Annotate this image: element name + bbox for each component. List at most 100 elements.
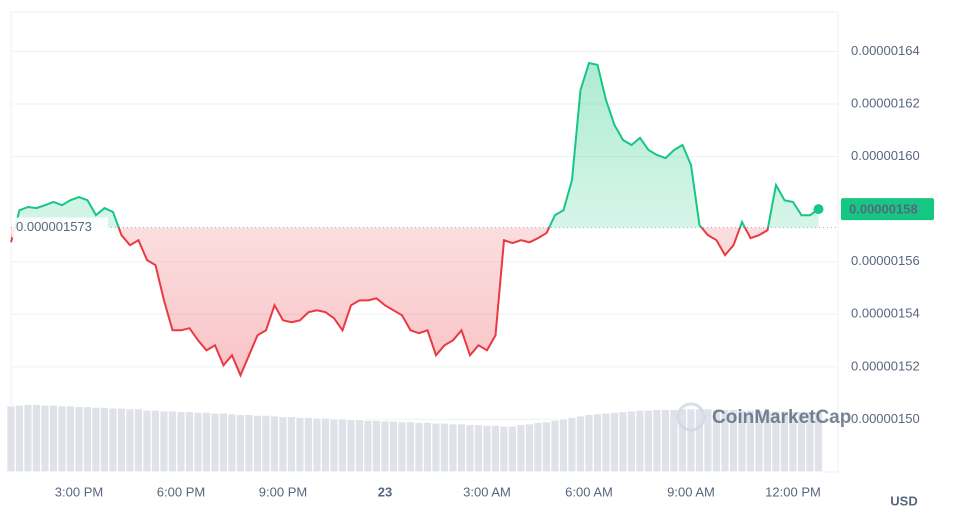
- y-tick-label: 0.00000152: [851, 358, 920, 373]
- volume-bar: [567, 416, 577, 473]
- volume-bar: [278, 415, 288, 473]
- volume-bar: [82, 405, 93, 473]
- area-up: [14, 63, 819, 228]
- volume-bar: [116, 407, 127, 473]
- area-down: [11, 227, 819, 376]
- y-tick-label: 0.00000154: [851, 306, 920, 321]
- volume-bar: [99, 406, 110, 473]
- volume-bar: [550, 419, 560, 473]
- x-tick-label: 3:00 PM: [55, 484, 103, 499]
- volume-bar: [218, 412, 229, 473]
- volume-bar: [40, 404, 50, 473]
- last-point: [813, 204, 824, 215]
- volume-bar: [235, 413, 246, 473]
- volume-bar: [133, 408, 144, 473]
- x-tick-label: 3:00 AM: [463, 484, 511, 499]
- x-tick-label: 6:00 AM: [565, 484, 613, 499]
- volume-bar: [244, 413, 254, 473]
- volume-bar: [448, 423, 458, 473]
- price-badge-label: 0.00000158: [849, 202, 918, 217]
- volume-bar: [414, 421, 424, 473]
- volume-bar: [558, 418, 569, 473]
- volume-bar: [592, 413, 603, 473]
- volume-bar: [431, 422, 441, 473]
- y-tick-label: 0.00000164: [851, 43, 920, 58]
- volume-bar: [159, 410, 169, 473]
- volume-bar: [74, 405, 84, 473]
- volume-bar: [23, 403, 33, 473]
- currency-label: USD: [890, 493, 917, 508]
- volume-bar: [201, 411, 212, 473]
- volume-bar: [601, 412, 611, 473]
- volume-bar: [643, 409, 654, 473]
- volume-bar: [303, 416, 314, 473]
- volume-bar: [150, 409, 161, 473]
- price-line-down: [10, 227, 770, 378]
- x-tick-label: 9:00 PM: [259, 484, 307, 499]
- volume-bar: [388, 420, 399, 473]
- volume-bar: [465, 423, 475, 473]
- volume-bar: [320, 417, 331, 473]
- y-tick-label: 0.00000150: [851, 411, 920, 426]
- volume-bar: [354, 418, 365, 473]
- volume-bar: [813, 410, 824, 473]
- volume-bar: [65, 405, 76, 473]
- volume-bar: [626, 410, 637, 473]
- volume-bar: [252, 414, 263, 473]
- x-tick-label: 6:00 PM: [157, 484, 205, 499]
- volume-bar: [176, 410, 186, 473]
- price-line-up: [13, 61, 820, 228]
- volume-bar: [482, 424, 492, 473]
- volume-bar: [524, 423, 535, 473]
- volume-bar: [618, 410, 628, 473]
- volume-bar: [686, 408, 696, 473]
- volume-bar: [108, 407, 118, 473]
- volume-bar: [422, 421, 433, 473]
- volume-bar: [295, 416, 305, 473]
- volume-bar: [380, 420, 390, 473]
- volume-bar: [261, 414, 271, 473]
- volume-bar: [48, 404, 59, 473]
- volume-bar: [397, 421, 407, 473]
- volume-bar: [184, 410, 195, 473]
- volume-bar: [473, 423, 484, 473]
- volume-bar: [533, 421, 543, 473]
- volume-bar: [142, 409, 152, 473]
- volume-bar: [660, 408, 671, 473]
- volume-bar: [609, 411, 620, 473]
- volume-bar: [329, 418, 339, 473]
- volume-bar: [371, 419, 382, 473]
- y-tick-label: 0.00000156: [851, 253, 920, 268]
- volume-bar: [337, 418, 348, 473]
- volume-bar: [541, 421, 552, 473]
- volume-bar: [584, 413, 594, 473]
- volume-bar: [575, 415, 586, 473]
- volume-bar: [312, 417, 322, 473]
- volume-bar: [516, 423, 526, 473]
- volume-bar: [405, 421, 416, 473]
- volume-bar: [14, 404, 25, 473]
- volume-bar: [490, 424, 501, 473]
- volume-bar: [286, 415, 297, 473]
- volume-bar: [57, 405, 67, 473]
- volume-bar: [167, 410, 178, 473]
- volume-bar: [499, 425, 509, 473]
- y-tick-label: 0.00000160: [851, 148, 920, 163]
- baseline-label: 0.000001573: [16, 219, 92, 234]
- volume-bar: [456, 423, 467, 473]
- volume-bar: [193, 411, 203, 473]
- x-tick-label: 12:00 PM: [765, 484, 821, 499]
- volume-bar: [635, 409, 645, 473]
- price-badge: [841, 198, 934, 221]
- x-tick-label: 23: [378, 484, 392, 499]
- volume-bar: [363, 419, 373, 473]
- volume-bar: [439, 422, 450, 473]
- volume-bar: [125, 408, 135, 473]
- watermark: CoinMarketCap: [712, 407, 851, 428]
- y-tick-label: 0.00000162: [851, 95, 920, 110]
- volume-bar: [31, 403, 42, 473]
- volume-bar: [507, 425, 518, 473]
- volume-bar: [6, 405, 16, 473]
- volume-bar: [227, 413, 237, 473]
